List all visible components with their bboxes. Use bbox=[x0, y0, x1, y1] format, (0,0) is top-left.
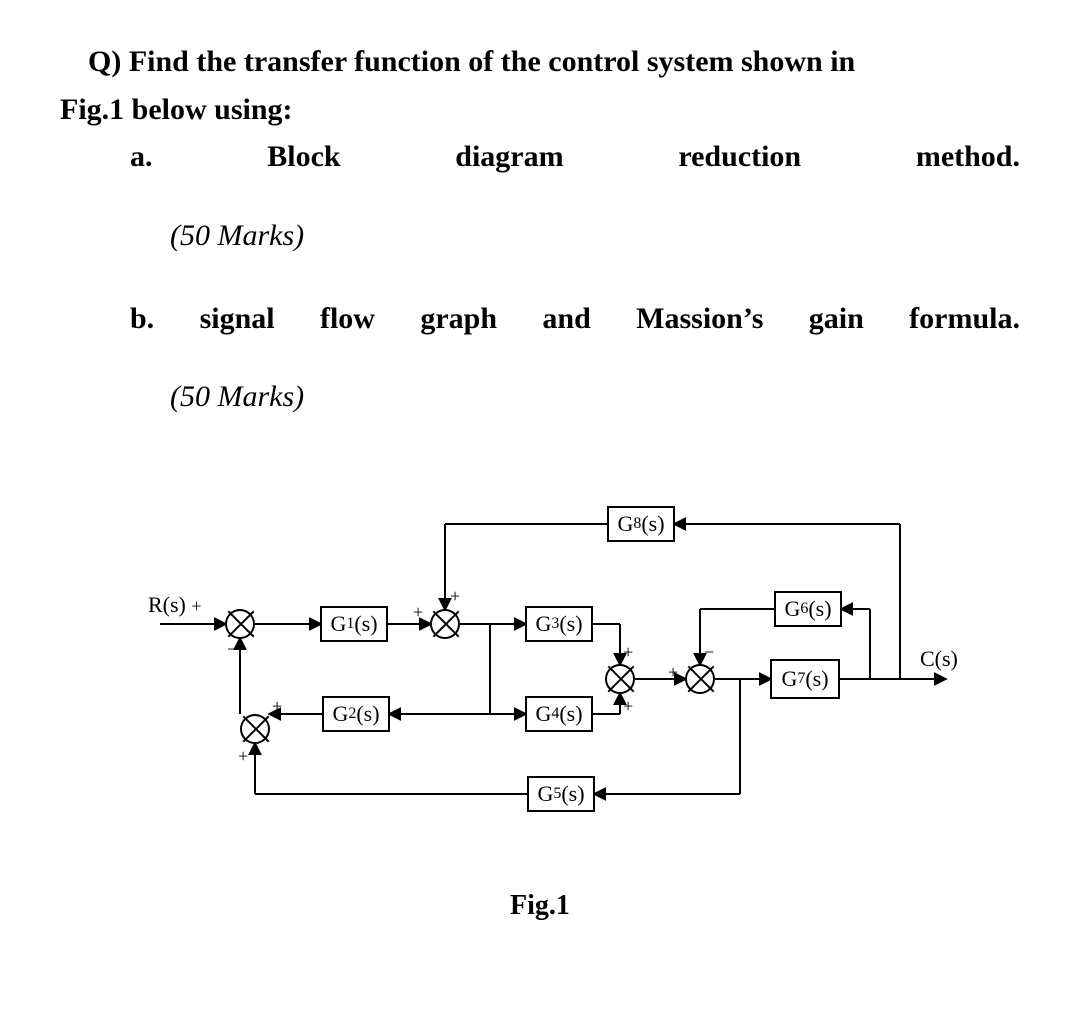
part-b: b. signal flow graph and Massion’s gain … bbox=[60, 297, 1020, 341]
block-g2: G2(s) bbox=[322, 696, 390, 732]
part-a: a. Block diagram reduction method. bbox=[60, 135, 1020, 179]
page: Q) Find the transfer function of the con… bbox=[0, 0, 1080, 982]
sign-s5-bot: + bbox=[238, 746, 248, 767]
output-label: C(s) bbox=[920, 646, 958, 672]
figure-wrapper: R(s) + C(s) − + + + + − + + + G1(s) G2(s… bbox=[60, 484, 1020, 922]
question-line-2: Fig.1 below using: bbox=[60, 88, 1020, 132]
sum-2 bbox=[430, 609, 460, 639]
sum-3 bbox=[605, 664, 635, 694]
block-g7: G7(s) bbox=[770, 659, 840, 699]
block-g4: G4(s) bbox=[525, 696, 593, 732]
sum-5 bbox=[240, 714, 270, 744]
sign-s5-left: + bbox=[272, 696, 282, 717]
sign-s4-top: − bbox=[704, 642, 714, 663]
figure-caption: Fig.1 bbox=[510, 890, 570, 922]
sum-4 bbox=[685, 664, 715, 694]
block-g6: G6(s) bbox=[774, 591, 842, 627]
marks-a: (50 Marks) bbox=[60, 219, 1020, 253]
sign-s3-top: + bbox=[623, 642, 633, 663]
block-g8: G8(s) bbox=[607, 506, 675, 542]
block-diagram: R(s) + C(s) − + + + + − + + + G1(s) G2(s… bbox=[130, 484, 950, 864]
block-g3: G3(s) bbox=[525, 606, 593, 642]
sum-1 bbox=[225, 609, 255, 639]
block-g5: G5(s) bbox=[527, 776, 595, 812]
input-label: R(s) + bbox=[148, 592, 202, 618]
sign-s2-top: + bbox=[450, 586, 460, 607]
sign-s4-left: + bbox=[668, 662, 678, 683]
marks-b: (50 Marks) bbox=[60, 380, 1020, 414]
block-g1: G1(s) bbox=[320, 606, 388, 642]
sign-s3-bot: + bbox=[623, 696, 633, 717]
sign-s2-left: + bbox=[413, 602, 423, 623]
question-line-1: Q) Find the transfer function of the con… bbox=[60, 40, 1020, 84]
sign-s1-bot: − bbox=[227, 639, 237, 660]
